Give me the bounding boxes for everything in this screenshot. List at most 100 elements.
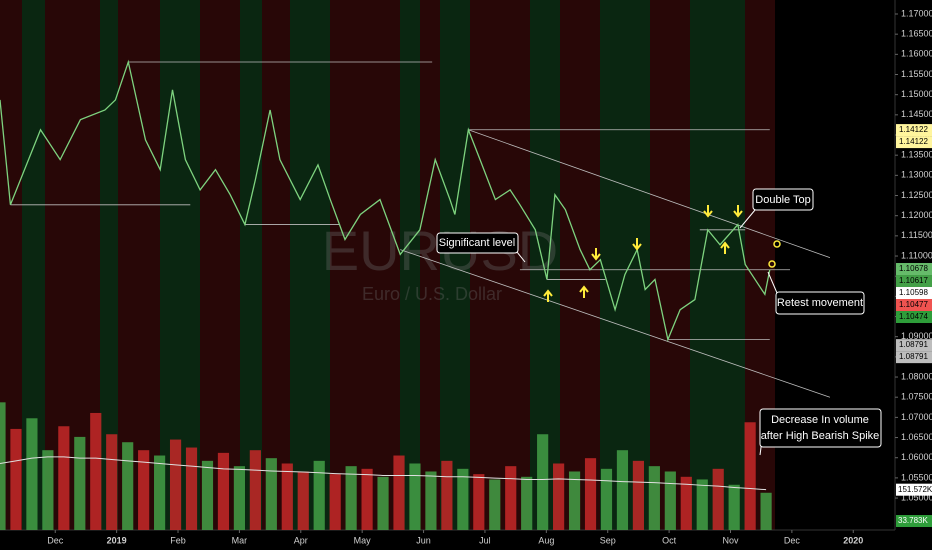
volume-bar <box>185 447 198 530</box>
volume-ma <box>0 456 767 491</box>
volume-bar <box>329 474 341 530</box>
volume-bar <box>648 466 660 530</box>
y-tick-label: 1.13500 <box>901 150 932 160</box>
volume-bar <box>632 460 644 530</box>
price-label-bg <box>896 124 932 137</box>
volume-bar <box>90 412 102 530</box>
volume-bar <box>409 463 421 530</box>
price-label-bg <box>896 339 932 352</box>
volume-bar <box>664 471 676 530</box>
x-tick-label: Oct <box>662 535 677 545</box>
price-label-bg <box>896 287 932 300</box>
y-tick-label: 1.13000 <box>901 170 932 180</box>
y-tick-label: 1.06500 <box>901 432 932 442</box>
volume-bar <box>377 476 389 530</box>
volume-bar <box>233 466 245 530</box>
volume-bar <box>393 455 405 530</box>
volume-bar <box>537 434 549 530</box>
price-axis: Dec 2019 Feb Mar Apr May Jun Jul Aug Sep Oct Nov Dec… <box>47 8 932 545</box>
volume-bar <box>249 450 261 530</box>
volume-bar <box>584 458 597 530</box>
x-tick-label: Dec <box>47 535 64 545</box>
volume-label-bg <box>896 483 932 496</box>
volume-bar <box>744 422 756 530</box>
price-label-bg <box>896 275 932 288</box>
y-tick-label: 1.05000 <box>901 492 932 502</box>
annotation: Significant level <box>439 237 515 249</box>
volume-bar <box>10 428 22 530</box>
volume-bar <box>712 468 724 530</box>
volume-bar <box>42 450 54 530</box>
price-label: 1.10474 <box>899 312 928 321</box>
trend-stripe <box>690 0 745 530</box>
volume-bar <box>313 460 325 530</box>
trend-stripe <box>200 0 240 530</box>
volume-bar <box>138 450 150 530</box>
trend-stripe <box>600 0 650 530</box>
y-tick-label: 1.12000 <box>901 210 932 220</box>
volume-bar <box>760 492 772 530</box>
price-line <box>0 59 771 342</box>
price-label-bg <box>896 299 932 312</box>
trend-line <box>468 129 831 259</box>
price-label: 1.14122 <box>899 137 928 146</box>
x-tick-label: 2019 <box>107 535 127 545</box>
volume-bar <box>489 479 501 530</box>
volume-bar <box>217 452 230 530</box>
y-tick-label: 1.08000 <box>901 371 932 381</box>
price-label: 1.10617 <box>899 276 928 285</box>
volume-bar <box>122 442 134 530</box>
x-tick-label: Jul <box>479 535 491 545</box>
volume-bar <box>201 460 214 530</box>
volume-bar <box>553 463 565 530</box>
y-tick-label: 1.09000 <box>901 331 932 341</box>
volume-bar <box>600 468 613 530</box>
trend-stripe <box>470 0 530 530</box>
trend-stripe <box>290 0 330 530</box>
volume-bar <box>297 471 309 530</box>
trend-stripe <box>100 0 118 530</box>
volume-label: 33.783K <box>898 516 928 525</box>
trend-stripe <box>0 0 22 530</box>
x-tick-label: Apr <box>294 535 308 545</box>
volume-bar <box>106 434 118 530</box>
trend-stripe <box>330 0 400 530</box>
x-tick-label: Sep <box>600 535 616 545</box>
price-label: 1.14122 <box>899 125 928 134</box>
plot <box>0 59 831 530</box>
annotation: after High Bearish Spike <box>761 430 880 442</box>
x-tick-label: Mar <box>232 535 248 545</box>
price-label-bg <box>896 351 932 364</box>
volume-bar <box>58 426 70 530</box>
y-tick-label: 1.05500 <box>901 472 932 482</box>
volume-bar <box>425 471 437 530</box>
price-label-bg <box>896 263 932 276</box>
trend-line <box>400 249 831 398</box>
volume-bar <box>345 466 357 530</box>
annotation: Decrease In volume <box>771 414 869 426</box>
volume-bar <box>696 479 708 530</box>
x-tick-label: Nov <box>722 535 739 545</box>
volume-bar <box>74 436 86 530</box>
volume-bar <box>169 439 182 530</box>
y-tick-label: 1.11500 <box>901 230 932 240</box>
trend-stripe <box>650 0 690 530</box>
y-tick-label: 1.07500 <box>901 392 932 402</box>
trend-stripe <box>262 0 290 530</box>
x-tick-label: Feb <box>170 535 186 545</box>
x-tick-label: Dec <box>784 535 801 545</box>
volume-bar <box>0 402 6 530</box>
volume-bar <box>568 471 581 530</box>
volume-bar <box>361 468 373 530</box>
volume-bar <box>441 460 453 530</box>
price-label: 1.10678 <box>899 264 928 273</box>
y-tick-label: 1.16500 <box>901 29 932 39</box>
volume-bar <box>26 418 38 530</box>
annotation: Double Top <box>755 194 810 206</box>
price-label: 1.10477 <box>899 300 928 309</box>
volume-bar <box>473 474 485 530</box>
trend-stripe <box>400 0 420 530</box>
price-label-bg <box>896 136 932 149</box>
price-label: 1.10598 <box>899 288 928 297</box>
